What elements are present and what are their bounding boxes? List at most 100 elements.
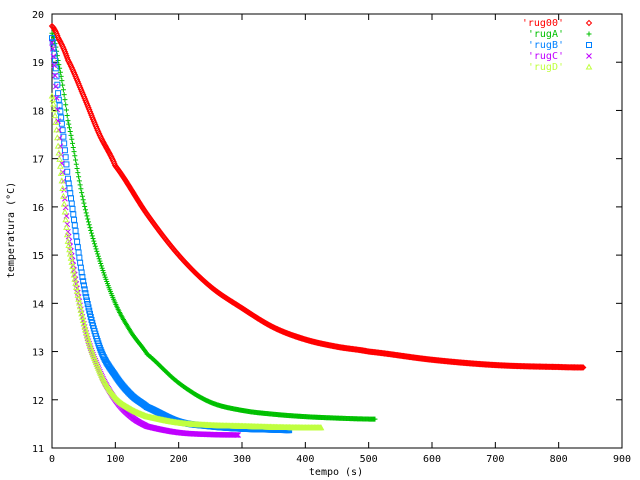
data-point (79, 193, 85, 199)
x-tick-label: 500 (360, 454, 378, 465)
data-point (59, 184, 66, 191)
data-point (60, 133, 67, 140)
data-point (577, 364, 585, 371)
data-point (74, 238, 81, 245)
data-point (52, 65, 59, 72)
x-tick-label: 600 (423, 454, 441, 465)
data-point (58, 120, 65, 127)
data-point (317, 424, 325, 431)
data-point (62, 154, 69, 161)
y-tick-label: 15 (32, 251, 44, 262)
data-point (86, 307, 93, 314)
data-point (81, 286, 88, 293)
data-point (49, 35, 55, 42)
legend-label: 'rugA' (528, 29, 564, 40)
data-point (56, 62, 62, 68)
data-point (85, 219, 91, 225)
data-point (67, 190, 74, 197)
data-point (97, 346, 104, 353)
x-tick-label: 200 (170, 454, 188, 465)
x-tick-label: 100 (106, 454, 124, 465)
series-rugD (48, 92, 325, 431)
data-point (62, 97, 68, 103)
data-point (84, 213, 90, 219)
data-point (66, 125, 72, 131)
data-point (54, 53, 60, 59)
series-rug00 (48, 22, 587, 371)
data-point (71, 222, 78, 229)
y-tick-label: 20 (32, 10, 44, 21)
plot-border (51, 13, 623, 449)
data-point (58, 114, 65, 121)
data-point (62, 50, 69, 57)
data-point (50, 106, 58, 113)
data-point (87, 225, 93, 231)
data-point (55, 118, 61, 124)
series-layer (48, 22, 587, 438)
data-point (70, 140, 76, 146)
data-point (54, 81, 61, 88)
data-point (579, 364, 586, 371)
data-point (81, 200, 87, 206)
data-point (66, 250, 74, 257)
data-point (70, 211, 77, 218)
y-tick-label: 19 (32, 58, 44, 69)
data-point (90, 236, 96, 242)
data-point (74, 244, 81, 251)
data-point (79, 273, 86, 280)
data-point (83, 293, 90, 300)
x-tick-label: 300 (233, 454, 251, 465)
data-point (95, 251, 101, 257)
data-point (64, 168, 71, 175)
data-point (235, 432, 242, 438)
data-point (55, 96, 62, 103)
data-point (54, 142, 62, 149)
data-point (55, 58, 61, 64)
y-tick-label: 16 (32, 203, 44, 214)
data-point (52, 72, 58, 79)
data-point (234, 432, 241, 438)
data-point (65, 241, 73, 249)
data-point (71, 149, 77, 155)
data-point (77, 182, 83, 188)
data-point (92, 241, 98, 247)
data-point (98, 261, 104, 267)
x-tick-label: 0 (49, 454, 55, 465)
data-point (56, 102, 63, 109)
data-point (101, 272, 107, 278)
data-point (64, 112, 70, 118)
data-point (60, 200, 68, 207)
data-point (69, 263, 76, 270)
data-point (98, 263, 104, 269)
data-point (59, 78, 65, 84)
data-point (87, 313, 94, 320)
data-point (63, 52, 70, 59)
data-point (68, 132, 74, 138)
data-point (57, 169, 65, 176)
data-point (63, 107, 69, 113)
data-point (50, 100, 57, 107)
data-point (80, 197, 86, 203)
x-axis-label: tempo (s) (309, 467, 363, 478)
data-point (58, 177, 66, 184)
data-point (62, 216, 70, 223)
data-point (51, 112, 59, 119)
data-point (57, 69, 63, 75)
data-point (95, 253, 101, 259)
data-point (77, 259, 84, 266)
data-point (85, 304, 92, 311)
data-point (93, 246, 99, 252)
x-axis: 0 100 200 300 400 500 600 700 800 900 (49, 14, 631, 465)
data-point (96, 256, 102, 262)
legend-label: 'rugC' (528, 51, 564, 62)
legend: 'rug00''rugA''rugB''rugC''rugD' (522, 18, 593, 73)
data-point (92, 243, 98, 249)
data-point (83, 210, 89, 216)
data-point (75, 249, 82, 256)
x-tick-label: 800 (550, 454, 568, 465)
data-point (75, 170, 81, 176)
data-point (86, 222, 92, 228)
data-point (82, 207, 88, 213)
data-point (88, 227, 94, 233)
